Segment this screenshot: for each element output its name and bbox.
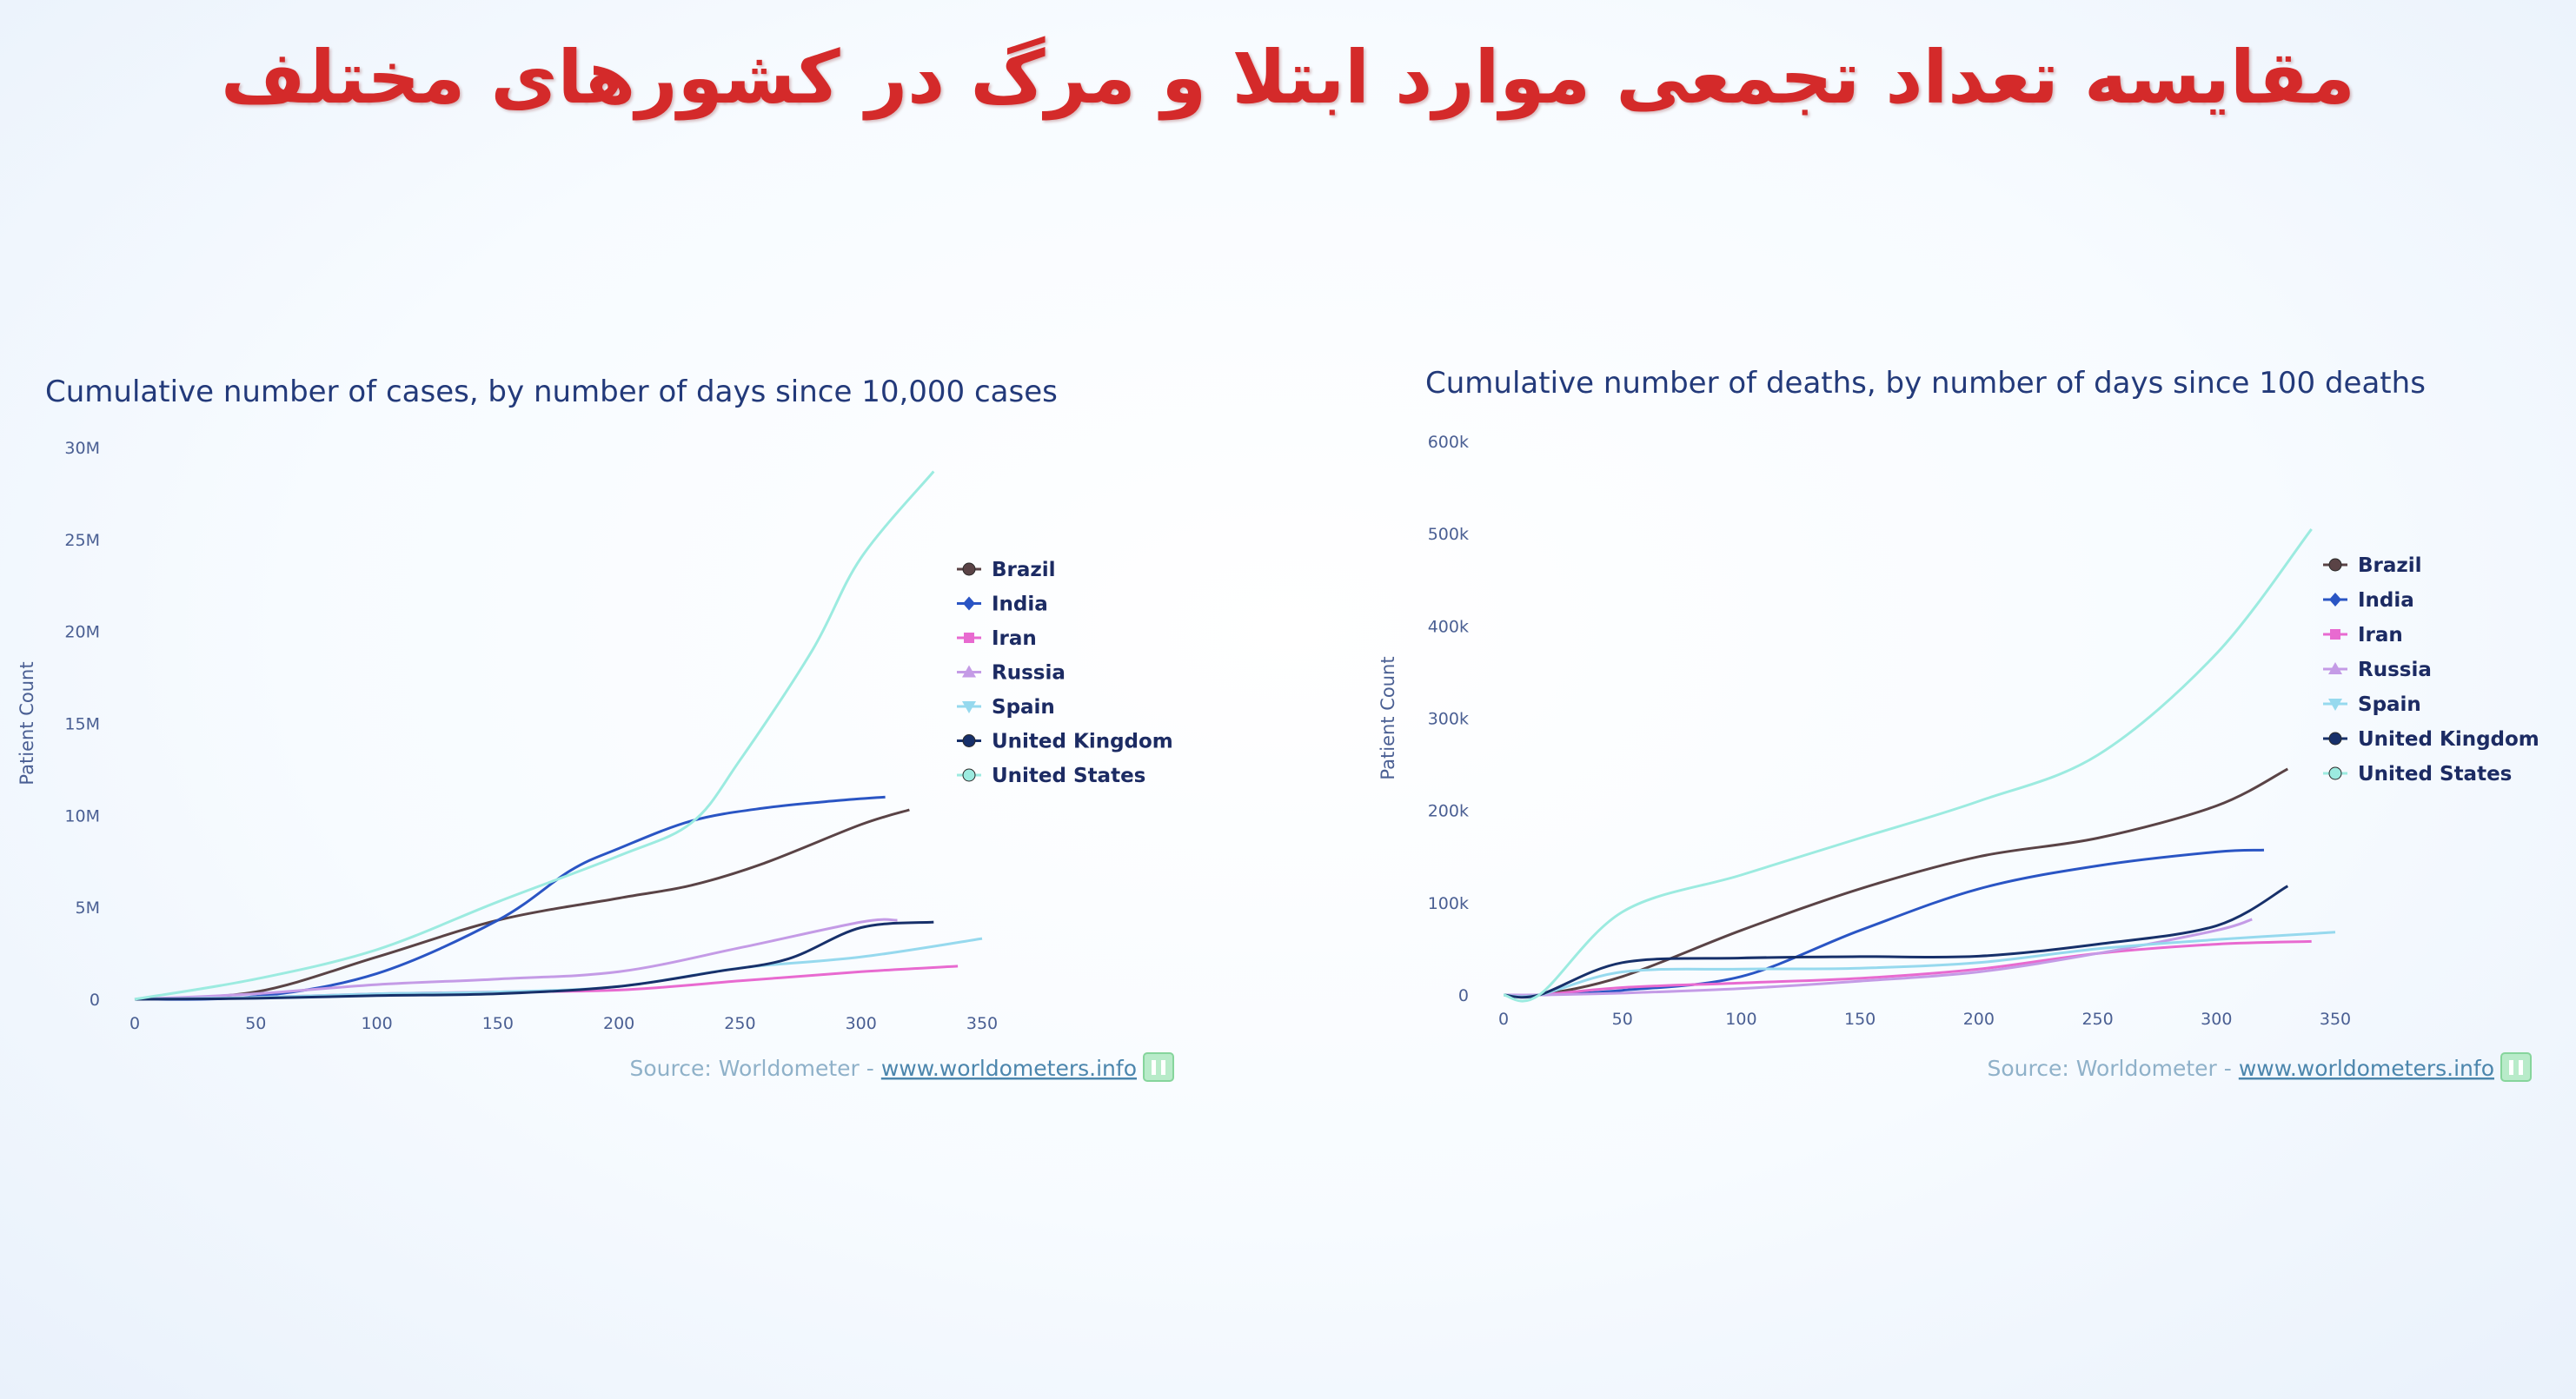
cases-legend-item-spain[interactable]: Spain: [957, 696, 1055, 719]
deaths-legend-item-brazil[interactable]: Brazil: [2323, 554, 2422, 577]
cases-y-tick-label: 0: [90, 991, 100, 1010]
deaths-legend-item-united-states[interactable]: United States: [2323, 763, 2512, 786]
cases-y-tick-label: 15M: [64, 715, 100, 734]
deaths-legend-item-united-kingdom[interactable]: United Kingdom: [2323, 728, 2539, 751]
cases-legend-label: United States: [992, 765, 1145, 787]
deaths-x-tick-label: 100: [1725, 1010, 1756, 1029]
cases-series-line-united-kingdom: [134, 920, 934, 1001]
deaths-x-tick-label: 150: [1844, 1010, 1876, 1029]
cases-y-tick-label: 10M: [64, 806, 100, 825]
cases-series-line-russia: [134, 918, 898, 1001]
cases-x-tick-label: 250: [724, 1014, 755, 1033]
deaths-source-link[interactable]: www.worldometers.info: [2239, 1056, 2494, 1081]
deaths-chart: Cumulative number of deaths, by number o…: [1378, 366, 2539, 1082]
cases-source-label: Source: Worldometer -: [629, 1056, 873, 1081]
deaths-legend-label: India: [2358, 589, 2414, 612]
deaths-legend-label: Russia: [2358, 659, 2432, 681]
cases-legend-item-russia[interactable]: Russia: [957, 662, 1066, 685]
deaths-x-tick-label: 200: [1963, 1010, 1995, 1029]
cases-legend-label: United Kingdom: [992, 731, 1173, 753]
cases-x-tick-label: 350: [966, 1014, 998, 1033]
deaths-legend-item-iran[interactable]: Iran: [2323, 624, 2403, 646]
deaths-y-tick-label: 400k: [1428, 617, 1469, 636]
cases-source-link[interactable]: www.worldometers.info: [881, 1056, 1137, 1081]
deaths-series-line-russia: [1503, 918, 2253, 997]
cases-legend-label: Spain: [992, 696, 1055, 719]
deaths-legend-item-russia[interactable]: Russia: [2323, 659, 2432, 681]
deaths-legend-item-india[interactable]: India: [2323, 589, 2414, 612]
deaths-series-line-iran: [1503, 939, 2312, 998]
deaths-legend-label: United Kingdom: [2358, 728, 2539, 751]
cases-legend-item-united-states[interactable]: United States: [957, 765, 1145, 787]
deaths-chart-title: Cumulative number of deaths, by number o…: [1425, 366, 2426, 401]
cases-series-line-united-states: [134, 470, 935, 1001]
cases-y-tick-label: 20M: [64, 623, 100, 642]
cases-x-tick-label: 0: [129, 1014, 140, 1033]
deaths-x-tick-label: 50: [1612, 1010, 1633, 1029]
cases-chart: Cumulative number of cases, by number of…: [17, 375, 1174, 1082]
cases-x-tick-label: 150: [482, 1014, 514, 1033]
deaths-y-tick-label: 200k: [1428, 802, 1469, 821]
deaths-x-tick-label: 250: [2081, 1010, 2113, 1029]
cases-x-tick-label: 100: [361, 1014, 392, 1033]
cases-legend-item-iran[interactable]: Iran: [957, 627, 1037, 650]
cases-x-tick-label: 50: [245, 1014, 266, 1033]
cases-legend-label: Russia: [992, 662, 1066, 685]
deaths-x-tick-label: 300: [2201, 1010, 2232, 1029]
cases-y-axis-label: Patient Count: [17, 661, 37, 785]
cases-y-tick-label: 30M: [64, 439, 100, 458]
deaths-chart-panel: Cumulative number of deaths, by number o…: [1288, 348, 2576, 1112]
cases-legend-label: India: [992, 593, 1048, 616]
deaths-series-line-united-states: [1503, 527, 2313, 1003]
cases-legend-item-united-kingdom[interactable]: United Kingdom: [957, 731, 1173, 753]
deaths-series-line-united-kingdom: [1503, 885, 2289, 999]
deaths-legend-label: Spain: [2358, 693, 2421, 716]
cases-series-line-brazil: [134, 808, 910, 1001]
cases-legend-item-india[interactable]: India: [957, 593, 1048, 616]
deaths-legend-label: Brazil: [2358, 554, 2422, 577]
deaths-legend-label: Iran: [2358, 624, 2403, 646]
deaths-series-line-spain: [1503, 931, 2336, 998]
deaths-source-badge-icon[interactable]: [2500, 1052, 2532, 1082]
cases-chart-title: Cumulative number of cases, by number of…: [45, 375, 1058, 409]
deaths-series-line-brazil: [1503, 767, 2288, 998]
cases-source-badge-icon[interactable]: [1143, 1052, 1174, 1082]
cases-y-tick-label: 25M: [64, 531, 100, 550]
deaths-legend-item-spain[interactable]: Spain: [2323, 693, 2421, 716]
deaths-y-tick-label: 0: [1458, 986, 1469, 1005]
deaths-y-tick-label: 600k: [1428, 433, 1469, 452]
cases-legend-label: Iran: [992, 627, 1037, 650]
deaths-y-tick-label: 500k: [1428, 525, 1469, 544]
deaths-x-tick-label: 350: [2320, 1010, 2351, 1029]
cases-legend-label: Brazil: [992, 559, 1056, 581]
deaths-x-tick-label: 0: [1498, 1010, 1509, 1029]
cases-chart-panel: Cumulative number of cases, by number of…: [0, 348, 1288, 1112]
cases-x-tick-label: 300: [846, 1014, 877, 1033]
cases-y-tick-label: 5M: [76, 898, 100, 918]
deaths-y-axis-label: Patient Count: [1378, 656, 1398, 779]
deaths-legend-label: United States: [2358, 763, 2512, 786]
cases-x-tick-label: 200: [603, 1014, 634, 1033]
cases-legend-item-brazil[interactable]: Brazil: [957, 559, 1056, 581]
deaths-y-tick-label: 300k: [1428, 710, 1469, 729]
deaths-y-tick-label: 100k: [1428, 894, 1469, 913]
slide-title: مقایسه تعداد تجمعی موارد ابتلا و مرگ در …: [221, 35, 2355, 120]
deaths-source-label: Source: Worldometer -: [1987, 1056, 2231, 1081]
